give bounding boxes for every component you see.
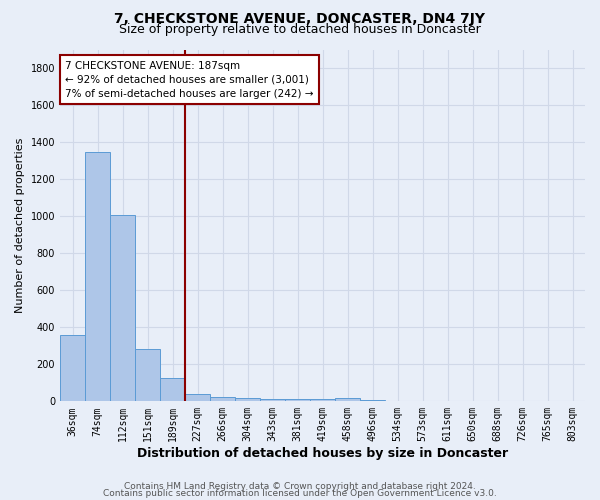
Bar (160, 378, 185, 402)
Bar (135, 348, 160, 402)
Text: Size of property relative to detached houses in Doncaster: Size of property relative to detached ho… (119, 22, 481, 36)
Bar (285, 399, 310, 402)
Text: 7 CHECKSTONE AVENUE: 187sqm
← 92% of detached houses are smaller (3,001)
7% of s: 7 CHECKSTONE AVENUE: 187sqm ← 92% of det… (65, 60, 314, 98)
X-axis label: Distribution of detached houses by size in Doncaster: Distribution of detached houses by size … (137, 447, 508, 460)
Bar (260, 398, 285, 402)
Bar (360, 400, 385, 402)
Bar (110, 214, 135, 402)
Bar (210, 398, 235, 402)
Text: Contains public sector information licensed under the Open Government Licence v3: Contains public sector information licen… (103, 488, 497, 498)
Bar (60, 335, 85, 402)
Text: Contains HM Land Registry data © Crown copyright and database right 2024.: Contains HM Land Registry data © Crown c… (124, 482, 476, 491)
Bar (185, 394, 210, 402)
Bar (235, 398, 260, 402)
Bar (85, 152, 110, 402)
Text: 7, CHECKSTONE AVENUE, DONCASTER, DN4 7JY: 7, CHECKSTONE AVENUE, DONCASTER, DN4 7JY (115, 12, 485, 26)
Bar (310, 400, 335, 402)
Bar (335, 398, 360, 402)
Y-axis label: Number of detached properties: Number of detached properties (15, 138, 25, 314)
